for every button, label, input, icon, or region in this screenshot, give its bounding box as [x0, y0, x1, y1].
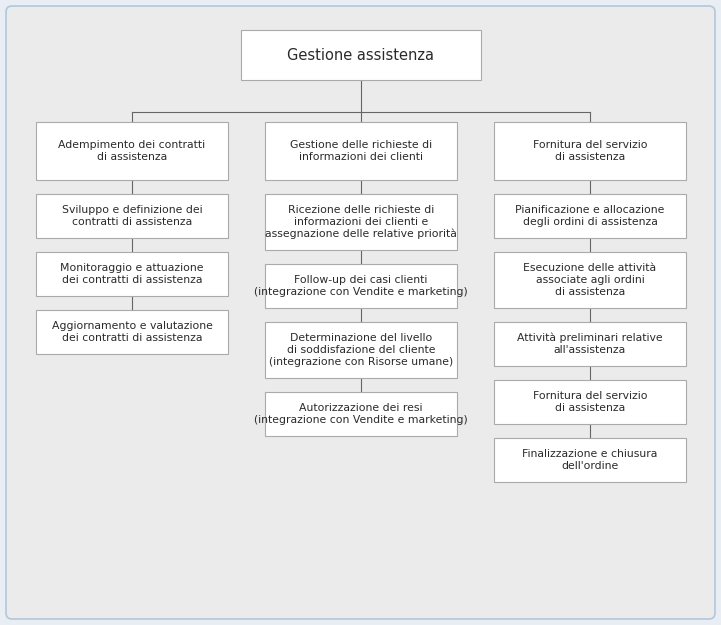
FancyBboxPatch shape [241, 30, 480, 80]
Text: Sviluppo e definizione dei
contratti di assistenza: Sviluppo e definizione dei contratti di … [62, 205, 203, 227]
Text: Fornitura del servizio
di assistenza: Fornitura del servizio di assistenza [533, 391, 647, 412]
FancyBboxPatch shape [494, 194, 686, 238]
FancyBboxPatch shape [494, 252, 686, 308]
Text: Gestione assistenza: Gestione assistenza [287, 48, 434, 63]
Text: Autorizzazione dei resi
(integrazione con Vendite e marketing): Autorizzazione dei resi (integrazione co… [254, 403, 468, 425]
Text: Monitoraggio e attuazione
dei contratti di assistenza: Monitoraggio e attuazione dei contratti … [61, 263, 204, 285]
FancyBboxPatch shape [265, 122, 457, 180]
Text: Finalizzazione e chiusura
dell'ordine: Finalizzazione e chiusura dell'ordine [522, 449, 658, 471]
Text: Ricezione delle richieste di
informazioni dei clienti e
assegnazione delle relat: Ricezione delle richieste di informazion… [265, 205, 457, 239]
Text: Pianificazione e allocazione
degli ordini di assistenza: Pianificazione e allocazione degli ordin… [516, 205, 665, 227]
FancyBboxPatch shape [265, 392, 457, 436]
FancyBboxPatch shape [265, 194, 457, 250]
Text: Gestione delle richieste di
informazioni dei clienti: Gestione delle richieste di informazioni… [290, 140, 432, 162]
FancyBboxPatch shape [265, 322, 457, 378]
Text: Follow-up dei casi clienti
(integrazione con Vendite e marketing): Follow-up dei casi clienti (integrazione… [254, 275, 468, 297]
Text: Adempimento dei contratti
di assistenza: Adempimento dei contratti di assistenza [58, 140, 205, 162]
FancyBboxPatch shape [6, 6, 715, 619]
FancyBboxPatch shape [494, 122, 686, 180]
FancyBboxPatch shape [494, 438, 686, 482]
Text: Fornitura del servizio
di assistenza: Fornitura del servizio di assistenza [533, 140, 647, 162]
FancyBboxPatch shape [36, 252, 228, 296]
FancyBboxPatch shape [494, 322, 686, 366]
FancyBboxPatch shape [36, 310, 228, 354]
FancyBboxPatch shape [36, 194, 228, 238]
FancyBboxPatch shape [36, 122, 228, 180]
Text: Esecuzione delle attività
associate agli ordini
di assistenza: Esecuzione delle attività associate agli… [523, 263, 657, 297]
FancyBboxPatch shape [265, 264, 457, 308]
Text: Aggiornamento e valutazione
dei contratti di assistenza: Aggiornamento e valutazione dei contratt… [52, 321, 213, 342]
Text: Determinazione del livello
di soddisfazione del cliente
(integrazione con Risors: Determinazione del livello di soddisfazi… [269, 333, 453, 367]
FancyBboxPatch shape [494, 380, 686, 424]
Text: Attività preliminari relative
all'assistenza: Attività preliminari relative all'assist… [517, 333, 663, 355]
